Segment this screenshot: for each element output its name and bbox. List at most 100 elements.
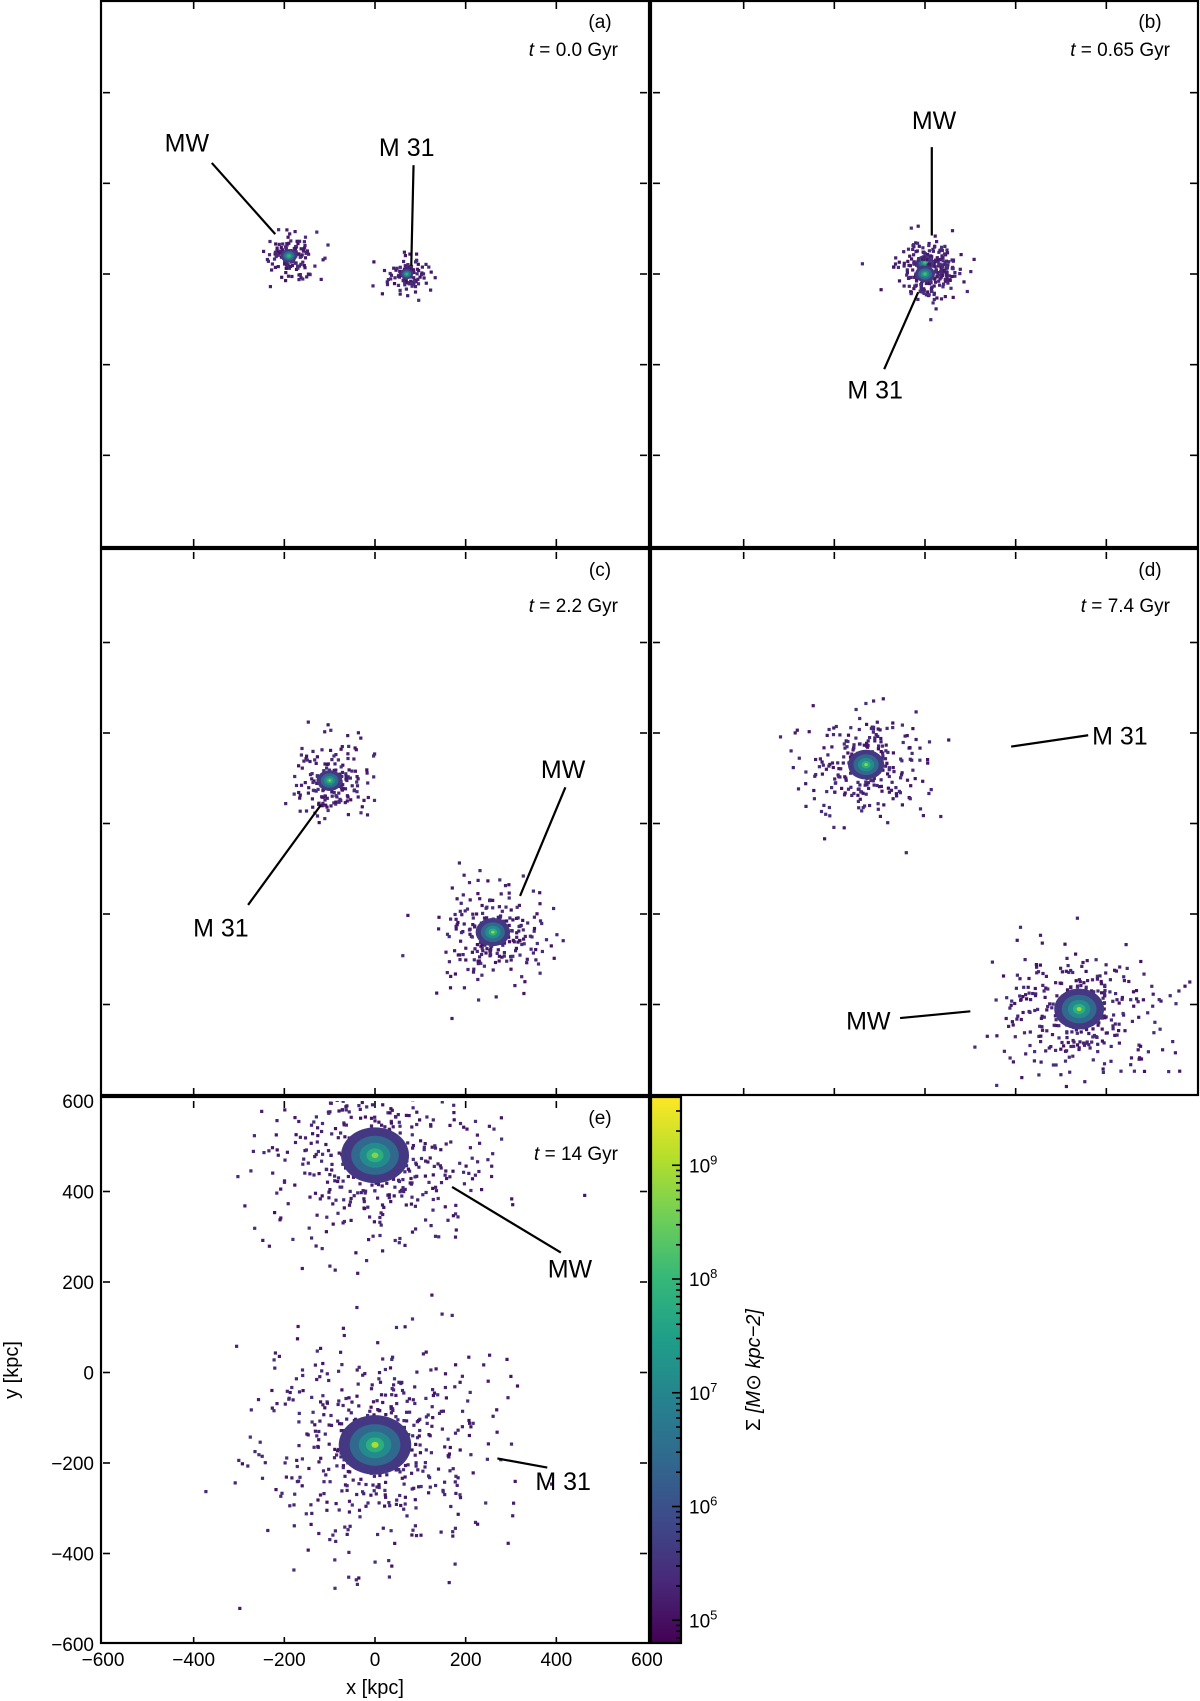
density-pixel [370, 1383, 374, 1387]
density-pixel [356, 1191, 360, 1195]
density-pixel [404, 279, 408, 283]
density-pixel [311, 1410, 315, 1414]
density-pixel [1103, 990, 1107, 995]
density-pixel [413, 1204, 417, 1208]
density-pixel [925, 257, 930, 262]
density-pixel [812, 797, 816, 801]
density-pixel [406, 1463, 410, 1467]
density-pixel [337, 1151, 341, 1155]
density-pixel [476, 977, 480, 982]
density-pixel [424, 1190, 428, 1195]
density-pixel [906, 247, 911, 251]
density-pixel [303, 1090, 306, 1093]
density-pixel [346, 756, 350, 761]
density-pixel [944, 264, 948, 268]
density-pixel [298, 809, 302, 813]
density-pixel [826, 753, 830, 757]
density-pixel [299, 783, 304, 787]
panel-label-a: (a) [588, 12, 611, 33]
density-contour [288, 255, 290, 257]
density-pixel [278, 1218, 282, 1222]
density-pixel [288, 1390, 292, 1395]
density-pixel [371, 1053, 374, 1056]
density-pixel [1043, 995, 1047, 999]
density-pixel [1010, 1020, 1014, 1024]
density-pixel [336, 1136, 340, 1140]
density-pixel [1071, 1054, 1075, 1058]
density-pixel [436, 1162, 440, 1166]
density-pixel [445, 932, 450, 936]
density-pixel [313, 1191, 318, 1195]
density-pixel [1125, 966, 1129, 970]
density-pixel [325, 1401, 329, 1405]
density-pixel [1177, 989, 1181, 993]
density-pixel [387, 1193, 391, 1197]
density-contour [371, 1152, 379, 1159]
density-pixel [298, 255, 302, 259]
density-pixel [458, 1121, 463, 1126]
density-pixel [414, 1534, 419, 1538]
density-pixel [918, 758, 922, 762]
density-pixel [287, 266, 291, 270]
density-pixel [293, 1183, 297, 1187]
density-pixel [279, 246, 283, 250]
density-pixel [409, 264, 413, 268]
density-pixel [836, 761, 840, 765]
density-pixel [827, 805, 831, 810]
density-pixel [312, 1173, 316, 1177]
density-pixel [334, 768, 338, 772]
density-pixel [1033, 986, 1037, 991]
time-label-b: t = 0.65 Gyr [1070, 40, 1170, 61]
density-pixel [464, 958, 468, 962]
density-pixel [501, 943, 505, 947]
density-pixel [235, 1344, 239, 1348]
density-pixel [429, 270, 433, 274]
annotation-line [247, 804, 322, 906]
density-pixel [448, 1469, 452, 1473]
density-pixel [1025, 997, 1029, 1001]
density-pixel [506, 1396, 510, 1400]
density-pixel [373, 752, 377, 756]
density-pixel [332, 790, 336, 795]
density-pixel [447, 960, 451, 964]
density-pixel [378, 1473, 382, 1478]
density-pixel [804, 804, 808, 808]
density-pixel [354, 1070, 357, 1073]
density-pixel [927, 243, 931, 248]
density-pixel [468, 1421, 472, 1425]
density-pixel [863, 804, 867, 808]
density-pixel [356, 1382, 360, 1386]
density-pixel [293, 247, 297, 251]
density-pixel [868, 736, 872, 740]
density-pixel [370, 1103, 375, 1107]
density-pixel [914, 737, 918, 742]
density-pixel [303, 1171, 307, 1175]
density-pixel [316, 1445, 320, 1449]
density-pixel [348, 1189, 352, 1193]
density-pixel [308, 1195, 312, 1199]
density-pixel [995, 1083, 999, 1087]
density-pixel [339, 1455, 343, 1459]
density-pixel [458, 1161, 462, 1165]
density-pixel [845, 745, 849, 749]
density-pixel [1102, 1062, 1107, 1066]
density-pixel [1054, 1018, 1058, 1022]
density-pixel [414, 280, 418, 284]
density-pixel [443, 1173, 447, 1177]
density-pixel [834, 781, 838, 785]
density-pixel [441, 1409, 445, 1413]
density-pixel [359, 1191, 363, 1195]
density-pixel [841, 761, 845, 765]
density-pixel [456, 1476, 460, 1480]
density-pixel [303, 256, 308, 260]
density-pixel [865, 783, 869, 787]
density-pixel [946, 278, 950, 282]
density-pixel [1117, 1022, 1121, 1026]
density-pixel [1024, 993, 1028, 997]
density-pixel [300, 1484, 304, 1488]
density-pixel [379, 1211, 383, 1215]
density-pixel [583, 1193, 587, 1197]
density-pixel [1129, 1056, 1134, 1060]
density-pixel [334, 753, 338, 757]
